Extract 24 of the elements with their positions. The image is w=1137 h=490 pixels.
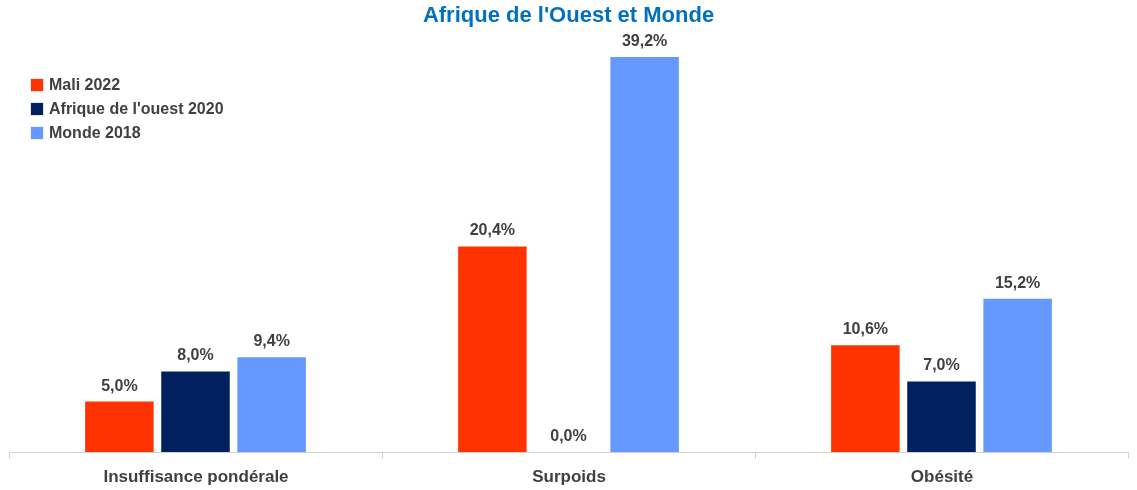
data-label: 15,2% [994,273,1041,291]
legend-label: Afrique de l'ouest 2020 [49,100,224,117]
chart-title: Afrique de l'Ouest et Monde [422,2,715,27]
data-label: 8,0% [177,346,214,364]
legend-label: Monde 2018 [49,124,141,141]
data-label: 5,0% [101,376,138,394]
x-tick-label: Surpoids [532,466,606,486]
data-label: 10,6% [842,320,889,338]
bar [610,57,679,452]
bar [85,401,154,452]
bar [237,357,306,452]
data-label: 9,4% [253,332,290,350]
bar [831,345,900,452]
data-label: 39,2% [621,32,668,49]
x-tick-label: Obésité [910,466,974,486]
bar [458,246,527,452]
legend-label: Mali 2022 [49,76,121,93]
bar [983,298,1052,452]
bar [161,371,230,452]
data-label: 7,0% [923,356,960,374]
x-tick-label: Insuffisance pondérale [103,466,289,486]
data-label: 20,4% [469,221,516,239]
bar [907,381,976,452]
data-label: 0,0% [550,427,587,444]
